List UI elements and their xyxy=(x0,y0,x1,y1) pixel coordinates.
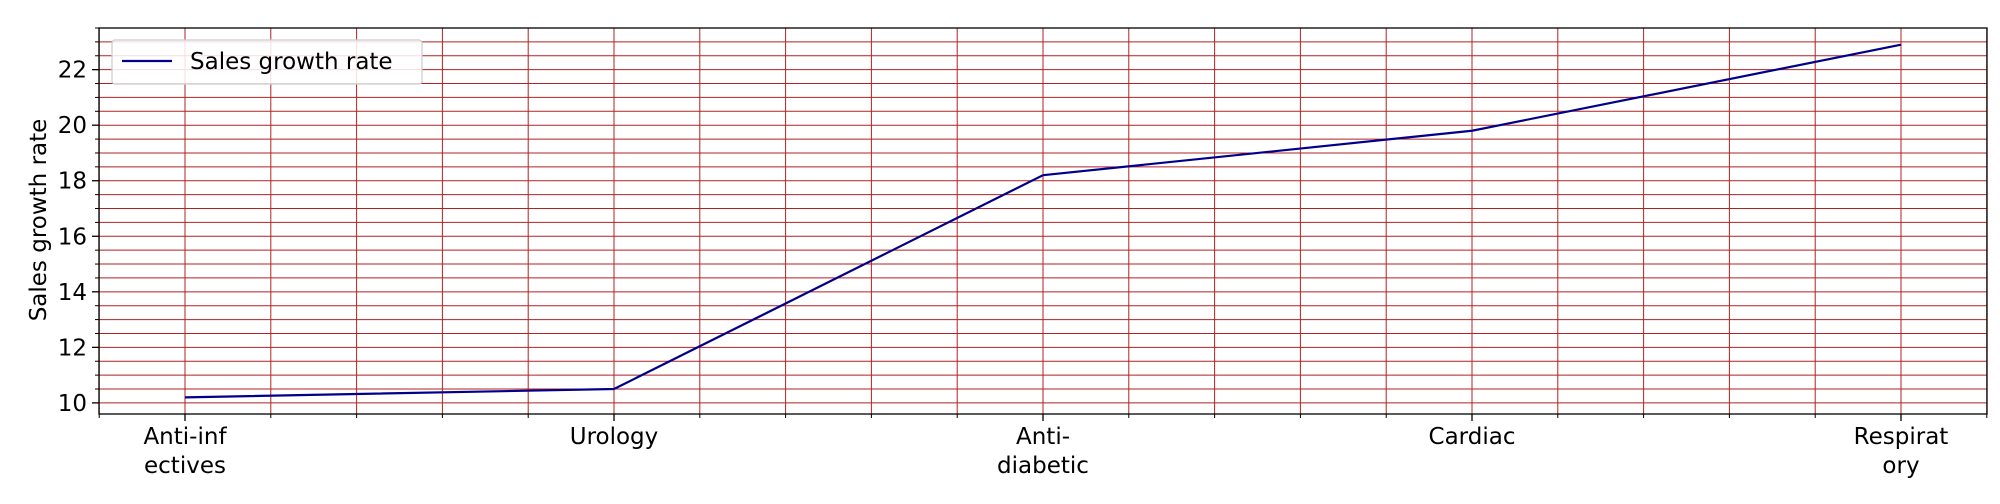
y-tick-label: 16 xyxy=(58,224,87,250)
y-tick-label: 14 xyxy=(58,280,87,306)
x-tick-labels: Anti-inf ectives Urology Anti-diabetic Cardi… xyxy=(143,424,1948,479)
x-tick-label: Respirat ory xyxy=(1854,424,1949,479)
y-tick-label: 18 xyxy=(58,169,87,195)
x-tick-label: Anti-inf ectives xyxy=(143,424,227,479)
x-tick-label: Urology xyxy=(570,424,659,450)
y-tick-labels: 10 12 14 16 18 20 22 xyxy=(58,58,87,417)
series-layer xyxy=(184,43,1902,399)
y-tick-label: 22 xyxy=(58,58,87,84)
plot-frame xyxy=(98,27,1988,415)
x-tick-label: Cardiac xyxy=(1429,424,1516,450)
series-line-sales-growth-rate xyxy=(184,43,1902,399)
y-tick-label: 10 xyxy=(58,391,87,417)
legend-label-sales-growth-rate: Sales growth rate xyxy=(190,49,393,75)
y-tick-label: 20 xyxy=(58,113,87,139)
legend-box xyxy=(111,39,423,85)
legend: Sales growth rate xyxy=(111,39,423,85)
axes-layer xyxy=(92,27,1988,421)
x-tick-label: Anti-diabetic xyxy=(997,424,1089,479)
y-tick-label: 12 xyxy=(58,335,87,361)
y-axis-title: Sales growth rate xyxy=(26,119,52,322)
grid-layer xyxy=(98,27,1988,414)
